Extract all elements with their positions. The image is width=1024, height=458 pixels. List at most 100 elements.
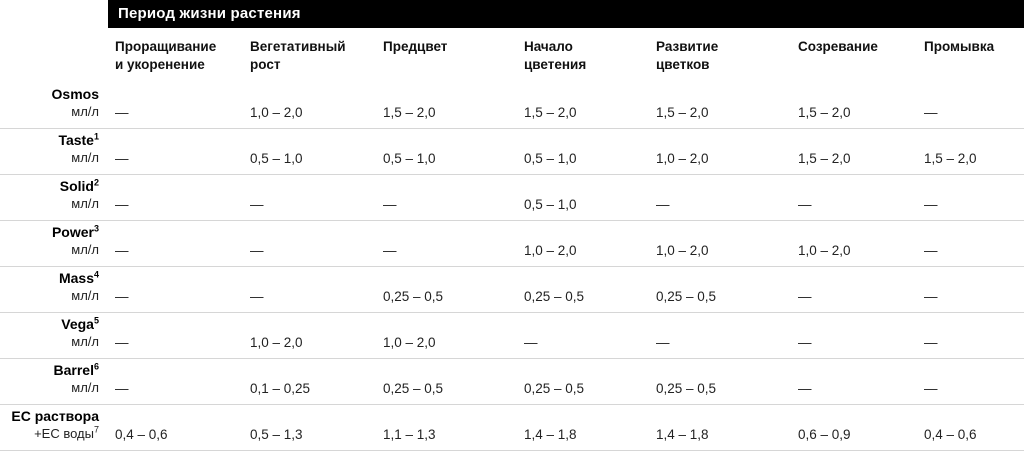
unit-label: мл/л bbox=[71, 380, 99, 396]
column-header: Промывка bbox=[924, 39, 995, 54]
cell: 1,0 – 2,0 bbox=[376, 312, 517, 359]
cell: 0,4 – 0,6 bbox=[917, 404, 1024, 451]
row-barrel: Barrel6 мл/л — 0,1 – 0,25 0,25 – 0,5 0,2… bbox=[0, 358, 1024, 405]
unit-label: мл/л bbox=[71, 288, 99, 304]
corner-spacer bbox=[0, 0, 108, 28]
row-label: Barrel6 мл/л bbox=[0, 358, 108, 405]
cell: — bbox=[108, 358, 243, 405]
product-name: Vega5 bbox=[61, 315, 99, 332]
product-name: Power3 bbox=[51, 223, 99, 240]
cell: 0,5 – 1,0 bbox=[376, 128, 517, 175]
product-name: EC раствора bbox=[11, 407, 99, 424]
row-label: Taste1 мл/л bbox=[0, 128, 108, 175]
unit-label: мл/л bbox=[71, 242, 99, 258]
cell: 0,25 – 0,5 bbox=[517, 266, 649, 313]
unit-label: мл/л bbox=[71, 150, 99, 166]
table-title-text: Период жизни растения bbox=[118, 5, 301, 22]
cell: — bbox=[243, 220, 376, 267]
cell: — bbox=[108, 312, 243, 359]
cell: 1,4 – 1,8 bbox=[517, 404, 649, 451]
cell: 1,5 – 2,0 bbox=[376, 82, 517, 129]
column-header: Развитие цветков bbox=[656, 39, 719, 72]
cell: 1,1 – 1,3 bbox=[376, 404, 517, 451]
footnote-sup: 2 bbox=[93, 177, 99, 188]
cell: 0,25 – 0,5 bbox=[649, 358, 791, 405]
cell: — bbox=[917, 266, 1024, 313]
cell: — bbox=[917, 220, 1024, 267]
table-title: Период жизни растения bbox=[108, 0, 1024, 28]
cell: — bbox=[243, 266, 376, 313]
cell: — bbox=[517, 312, 649, 359]
table-title-bar: Период жизни растения bbox=[0, 0, 1024, 28]
cell: — bbox=[108, 220, 243, 267]
product-name: Taste1 bbox=[58, 131, 99, 148]
unit-label: мл/л bbox=[71, 334, 99, 350]
footnote-sup: 6 bbox=[93, 361, 99, 372]
unit-label: +EC воды7 bbox=[34, 425, 99, 442]
row-solid: Solid2 мл/л — — — 0,5 – 1,0 — — — bbox=[0, 174, 1024, 221]
cell: — bbox=[376, 220, 517, 267]
unit-label: мл/л bbox=[71, 196, 99, 212]
cell: 1,0 – 2,0 bbox=[649, 220, 791, 267]
row-label: Osmos мл/л bbox=[0, 82, 108, 129]
row-label: Vega5 мл/л bbox=[0, 312, 108, 359]
cell: 0,5 – 1,0 bbox=[243, 128, 376, 175]
row-vega: Vega5 мл/л — 1,0 – 2,0 1,0 – 2,0 — — — — bbox=[0, 312, 1024, 359]
cell: — bbox=[791, 266, 917, 313]
cell: 0,25 – 0,5 bbox=[517, 358, 649, 405]
footnote-sup: 4 bbox=[93, 269, 99, 280]
footnote-sup: 7 bbox=[93, 425, 99, 436]
cell: 1,5 – 2,0 bbox=[791, 82, 917, 129]
row-label: Mass4 мл/л bbox=[0, 266, 108, 313]
cell: 0,25 – 0,5 bbox=[649, 266, 791, 313]
cell: 1,0 – 2,0 bbox=[649, 128, 791, 175]
row-mass: Mass4 мл/л — — 0,25 – 0,5 0,25 – 0,5 0,2… bbox=[0, 266, 1024, 313]
row-osmos: Osmos мл/л — 1,0 – 2,0 1,5 – 2,0 1,5 – 2… bbox=[0, 82, 1024, 129]
cell: — bbox=[108, 174, 243, 221]
cell: — bbox=[791, 358, 917, 405]
cell: — bbox=[917, 312, 1024, 359]
cell: 1,0 – 2,0 bbox=[517, 220, 649, 267]
product-name: Solid2 bbox=[59, 177, 99, 194]
cell: — bbox=[243, 174, 376, 221]
column-header-row: Проращивание и укоренение Вегетативный р… bbox=[0, 28, 1024, 82]
cell: 1,0 – 2,0 bbox=[243, 312, 376, 359]
cell: — bbox=[649, 312, 791, 359]
cell: — bbox=[917, 174, 1024, 221]
footnote-sup: 1 bbox=[93, 131, 99, 142]
corner-spacer bbox=[0, 28, 108, 82]
footnote-sup: 3 bbox=[93, 223, 99, 234]
cell: 0,4 – 0,6 bbox=[108, 404, 243, 451]
row-label: Power3 мл/л bbox=[0, 220, 108, 267]
cell: — bbox=[917, 82, 1024, 129]
cell: — bbox=[108, 82, 243, 129]
cell: — bbox=[108, 266, 243, 313]
cell: 0,25 – 0,5 bbox=[376, 266, 517, 313]
cell: — bbox=[649, 174, 791, 221]
row-label: EC раствора +EC воды7 bbox=[0, 404, 108, 451]
row-ec: EC раствора +EC воды7 0,4 – 0,6 0,5 – 1,… bbox=[0, 404, 1024, 451]
cell: 1,5 – 2,0 bbox=[791, 128, 917, 175]
row-label: Solid2 мл/л bbox=[0, 174, 108, 221]
product-name: Osmos bbox=[51, 85, 99, 102]
row-power: Power3 мл/л — — — 1,0 – 2,0 1,0 – 2,0 1,… bbox=[0, 220, 1024, 267]
cell: — bbox=[791, 312, 917, 359]
cell: — bbox=[917, 358, 1024, 405]
cell: 0,1 – 0,25 bbox=[243, 358, 376, 405]
footnote-sup: 5 bbox=[93, 315, 99, 326]
cell: 1,0 – 2,0 bbox=[243, 82, 376, 129]
cell: 0,6 – 0,9 bbox=[791, 404, 917, 451]
cell: 1,5 – 2,0 bbox=[917, 128, 1024, 175]
cell: 0,5 – 1,0 bbox=[517, 128, 649, 175]
cell: 0,5 – 1,3 bbox=[243, 404, 376, 451]
cell: — bbox=[376, 174, 517, 221]
column-header: Проращивание и укоренение bbox=[115, 39, 217, 72]
column-header: Начало цветения bbox=[524, 39, 587, 72]
cell: 0,5 – 1,0 bbox=[517, 174, 649, 221]
cell: 1,5 – 2,0 bbox=[517, 82, 649, 129]
unit-label: мл/л bbox=[71, 104, 99, 120]
cell: 1,5 – 2,0 bbox=[649, 82, 791, 129]
column-header: Вегетативный рост bbox=[250, 39, 346, 72]
cell: 0,25 – 0,5 bbox=[376, 358, 517, 405]
